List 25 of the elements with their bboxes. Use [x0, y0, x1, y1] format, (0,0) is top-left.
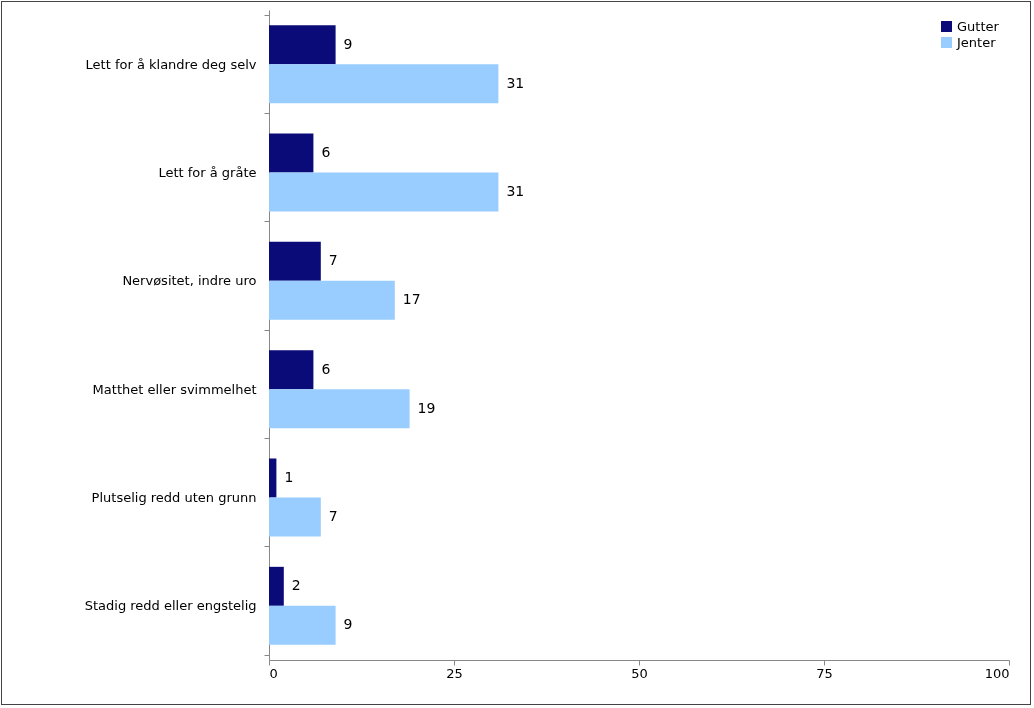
data-label: 6	[321, 144, 331, 160]
y-tick-label: Nervøsitet, indre uro	[122, 273, 257, 289]
y-tick-label: Stadig redd eller engstelig	[84, 598, 257, 614]
data-label: 31	[506, 74, 525, 91]
data-label: 19	[417, 399, 436, 416]
data-label: 31	[506, 183, 525, 199]
x-tick-label: 25	[446, 665, 463, 681]
data-label: 7	[328, 252, 338, 269]
legend-label: Jenter	[956, 34, 997, 50]
x-tick-label: 0	[269, 665, 278, 681]
y-tick-label: Lett for å klandre deg selv	[85, 56, 257, 72]
data-label: 6	[321, 360, 331, 377]
y-tick-label: Lett for å gråte	[158, 165, 257, 180]
x-tick-label: 100	[984, 665, 1010, 681]
y-tick-label: Plutselig redd uten grunn	[91, 490, 257, 505]
x-tick-label: 75	[816, 665, 833, 681]
y-tick-label: Matthet eller svimmelhet	[92, 381, 257, 397]
data-label: 1	[284, 469, 294, 485]
data-label: 17	[402, 291, 421, 308]
data-label: 7	[328, 508, 338, 524]
data-label: 9	[343, 616, 353, 633]
data-label: 9	[343, 35, 353, 52]
data-label: 2	[291, 577, 301, 594]
x-tick-label: 50	[631, 665, 648, 681]
legend-label: Gutter	[957, 18, 1000, 34]
